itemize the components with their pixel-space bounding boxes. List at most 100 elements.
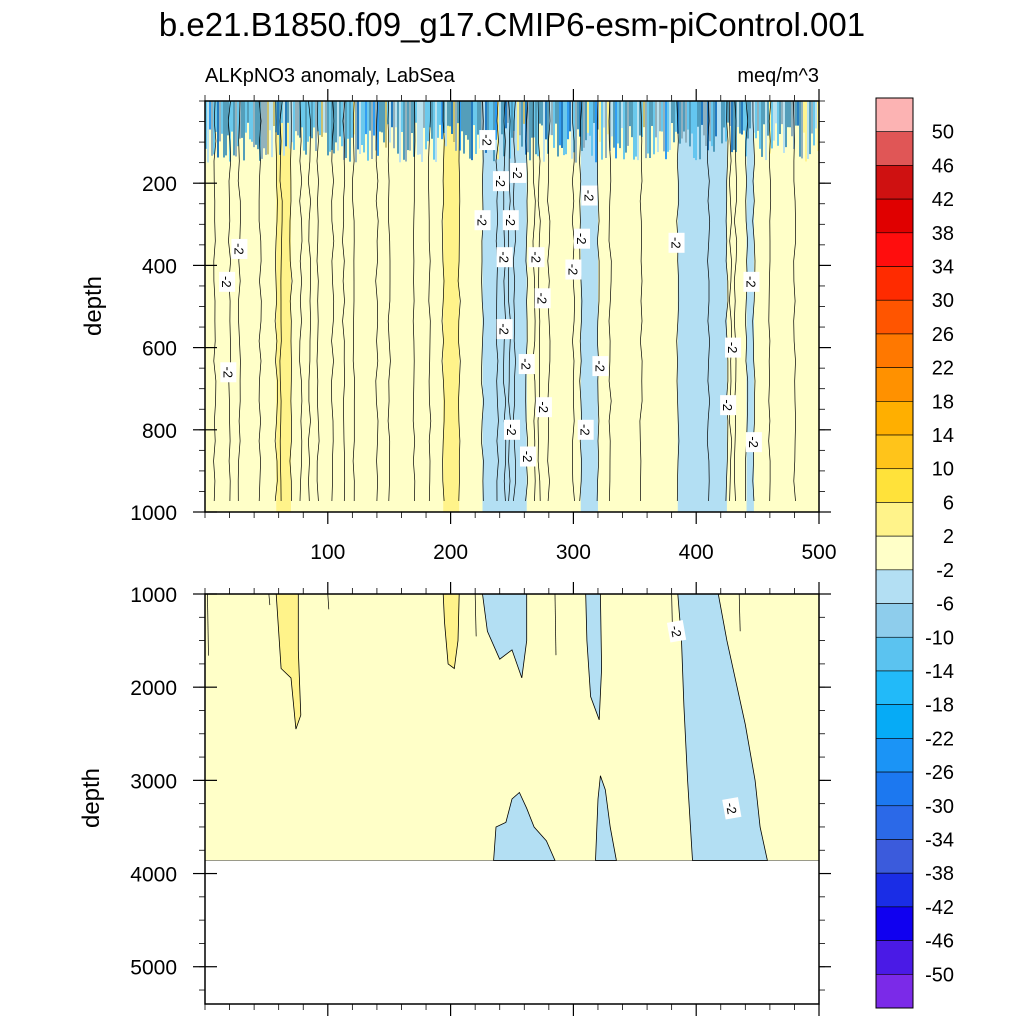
- upper-contour-line: [596, 101, 600, 502]
- colorbar-label: 34: [932, 257, 954, 279]
- surface-cell: [745, 101, 747, 157]
- surface-cell: [587, 101, 589, 133]
- surface-cell: [595, 101, 597, 163]
- colorbar-swatch: [875, 805, 914, 840]
- surface-cell: [445, 101, 447, 147]
- y-tick-label: 400: [142, 255, 177, 278]
- surface-cell: [515, 101, 517, 142]
- lower-ylabel: depth: [78, 768, 105, 828]
- lower-cool-region: [482, 594, 528, 679]
- surface-cell: [439, 101, 441, 125]
- colorbar-swatch: [875, 973, 914, 1009]
- surface-cell: [401, 101, 403, 132]
- upper-contour-line: [307, 101, 311, 502]
- surface-cell: [303, 101, 305, 151]
- surface-cell: [289, 101, 291, 149]
- upper-contour-line: [792, 101, 796, 502]
- colorbar-label: 42: [932, 189, 954, 211]
- contour-label: -2: [720, 395, 737, 416]
- colorbar-label: 14: [932, 425, 954, 447]
- colorbar-label: -30: [925, 796, 954, 818]
- upper-contour-line: [258, 101, 262, 502]
- upper-region: [580, 101, 598, 512]
- colorbar-swatch: [875, 367, 914, 402]
- lower-contour-line: [738, 594, 741, 632]
- lower-cool-region: [677, 594, 768, 861]
- svg-text:-2: -2: [219, 276, 234, 288]
- surface-cell: [365, 101, 367, 135]
- x-tick-label: 300: [556, 541, 591, 564]
- colorbar-label: -38: [925, 863, 954, 885]
- upper-contour-line: [532, 101, 536, 502]
- contour-label: -2: [219, 271, 236, 292]
- surface-cell: [775, 101, 777, 124]
- svg-text:-2: -2: [529, 251, 544, 263]
- y-tick-label: 200: [142, 173, 177, 196]
- svg-text:-2: -2: [668, 624, 685, 638]
- surface-cell: [657, 101, 659, 153]
- contour-label: -2: [496, 247, 513, 268]
- surface-cell: [491, 101, 493, 142]
- surface-cell: [719, 101, 721, 149]
- colorbar-label: 6: [943, 492, 954, 514]
- colorbar-label: 22: [932, 358, 954, 380]
- upper-contour-line: [725, 101, 729, 502]
- surface-cell: [483, 101, 485, 124]
- colorbar-swatch: [875, 872, 914, 908]
- contour-label: -2: [528, 247, 545, 268]
- surface-cell: [559, 101, 561, 146]
- variable-label: ALKpNO3 anomaly, LabSea: [205, 65, 456, 87]
- upper-contour-labels: -2 -2 -2 -2 -2 -2 -2 -2 -2 -2 -2 -2 -2 -2 -2 -2 -2 -2 -2 -2…: [219, 130, 762, 467]
- upper-contour-line: [495, 101, 499, 502]
- contour-label: -2: [510, 162, 527, 183]
- surface-cell: [759, 101, 761, 149]
- svg-text:-2: -2: [503, 214, 518, 226]
- lower-contour-labels: -2 -2: [666, 620, 742, 820]
- surface-cell: [245, 101, 247, 133]
- svg-text:-2: -2: [743, 276, 758, 288]
- surface-cell: [615, 101, 617, 159]
- surface-cell: [499, 101, 501, 128]
- colorbar-swatch: [875, 670, 914, 705]
- upper-contour-line: [480, 101, 484, 502]
- svg-text:-2: -2: [497, 251, 512, 263]
- lower-warm-region: [275, 594, 302, 730]
- contour-label: -2: [518, 354, 535, 375]
- colorbar-label: 50: [932, 122, 954, 144]
- surface-cell: [717, 101, 719, 146]
- svg-text:-2: -2: [510, 167, 525, 179]
- colorbar-label: -46: [925, 931, 954, 953]
- surface-cell: [347, 101, 349, 139]
- contour-label: -2: [479, 130, 496, 151]
- colorbar-swatch: [875, 434, 914, 470]
- surface-cell: [215, 101, 217, 132]
- upper-contour-line: [237, 101, 241, 502]
- surface-cell: [573, 101, 575, 153]
- surface-cell: [329, 101, 331, 152]
- surface-cell: [421, 101, 423, 162]
- upper-contour-line: [213, 101, 217, 502]
- surface-cell: [661, 101, 663, 132]
- surface-cell: [373, 101, 375, 136]
- lower-filled-regions: [205, 594, 819, 861]
- upper-region: [677, 101, 727, 512]
- svg-text:-2: -2: [535, 292, 550, 304]
- surface-cell: [415, 101, 417, 123]
- contour-label: -2: [577, 419, 594, 440]
- surface-cell: [307, 101, 309, 142]
- upper-contour-line: [733, 101, 738, 502]
- surface-cell: [623, 101, 625, 160]
- colorbar-swatch: [875, 131, 914, 166]
- surface-cell: [517, 101, 519, 151]
- lower-contour-line: [207, 594, 209, 656]
- surface-cell: [633, 101, 635, 160]
- contour-label: -2: [573, 228, 590, 249]
- surface-cell: [753, 101, 755, 133]
- colorbar-label: -14: [925, 661, 954, 683]
- surface-cell: [635, 101, 637, 157]
- upper-ylabel: depth: [80, 276, 107, 336]
- y-tick-label: 2000: [130, 677, 177, 700]
- contour-label: -2: [581, 185, 598, 206]
- surface-cell: [229, 101, 231, 162]
- surface-cell: [751, 101, 753, 125]
